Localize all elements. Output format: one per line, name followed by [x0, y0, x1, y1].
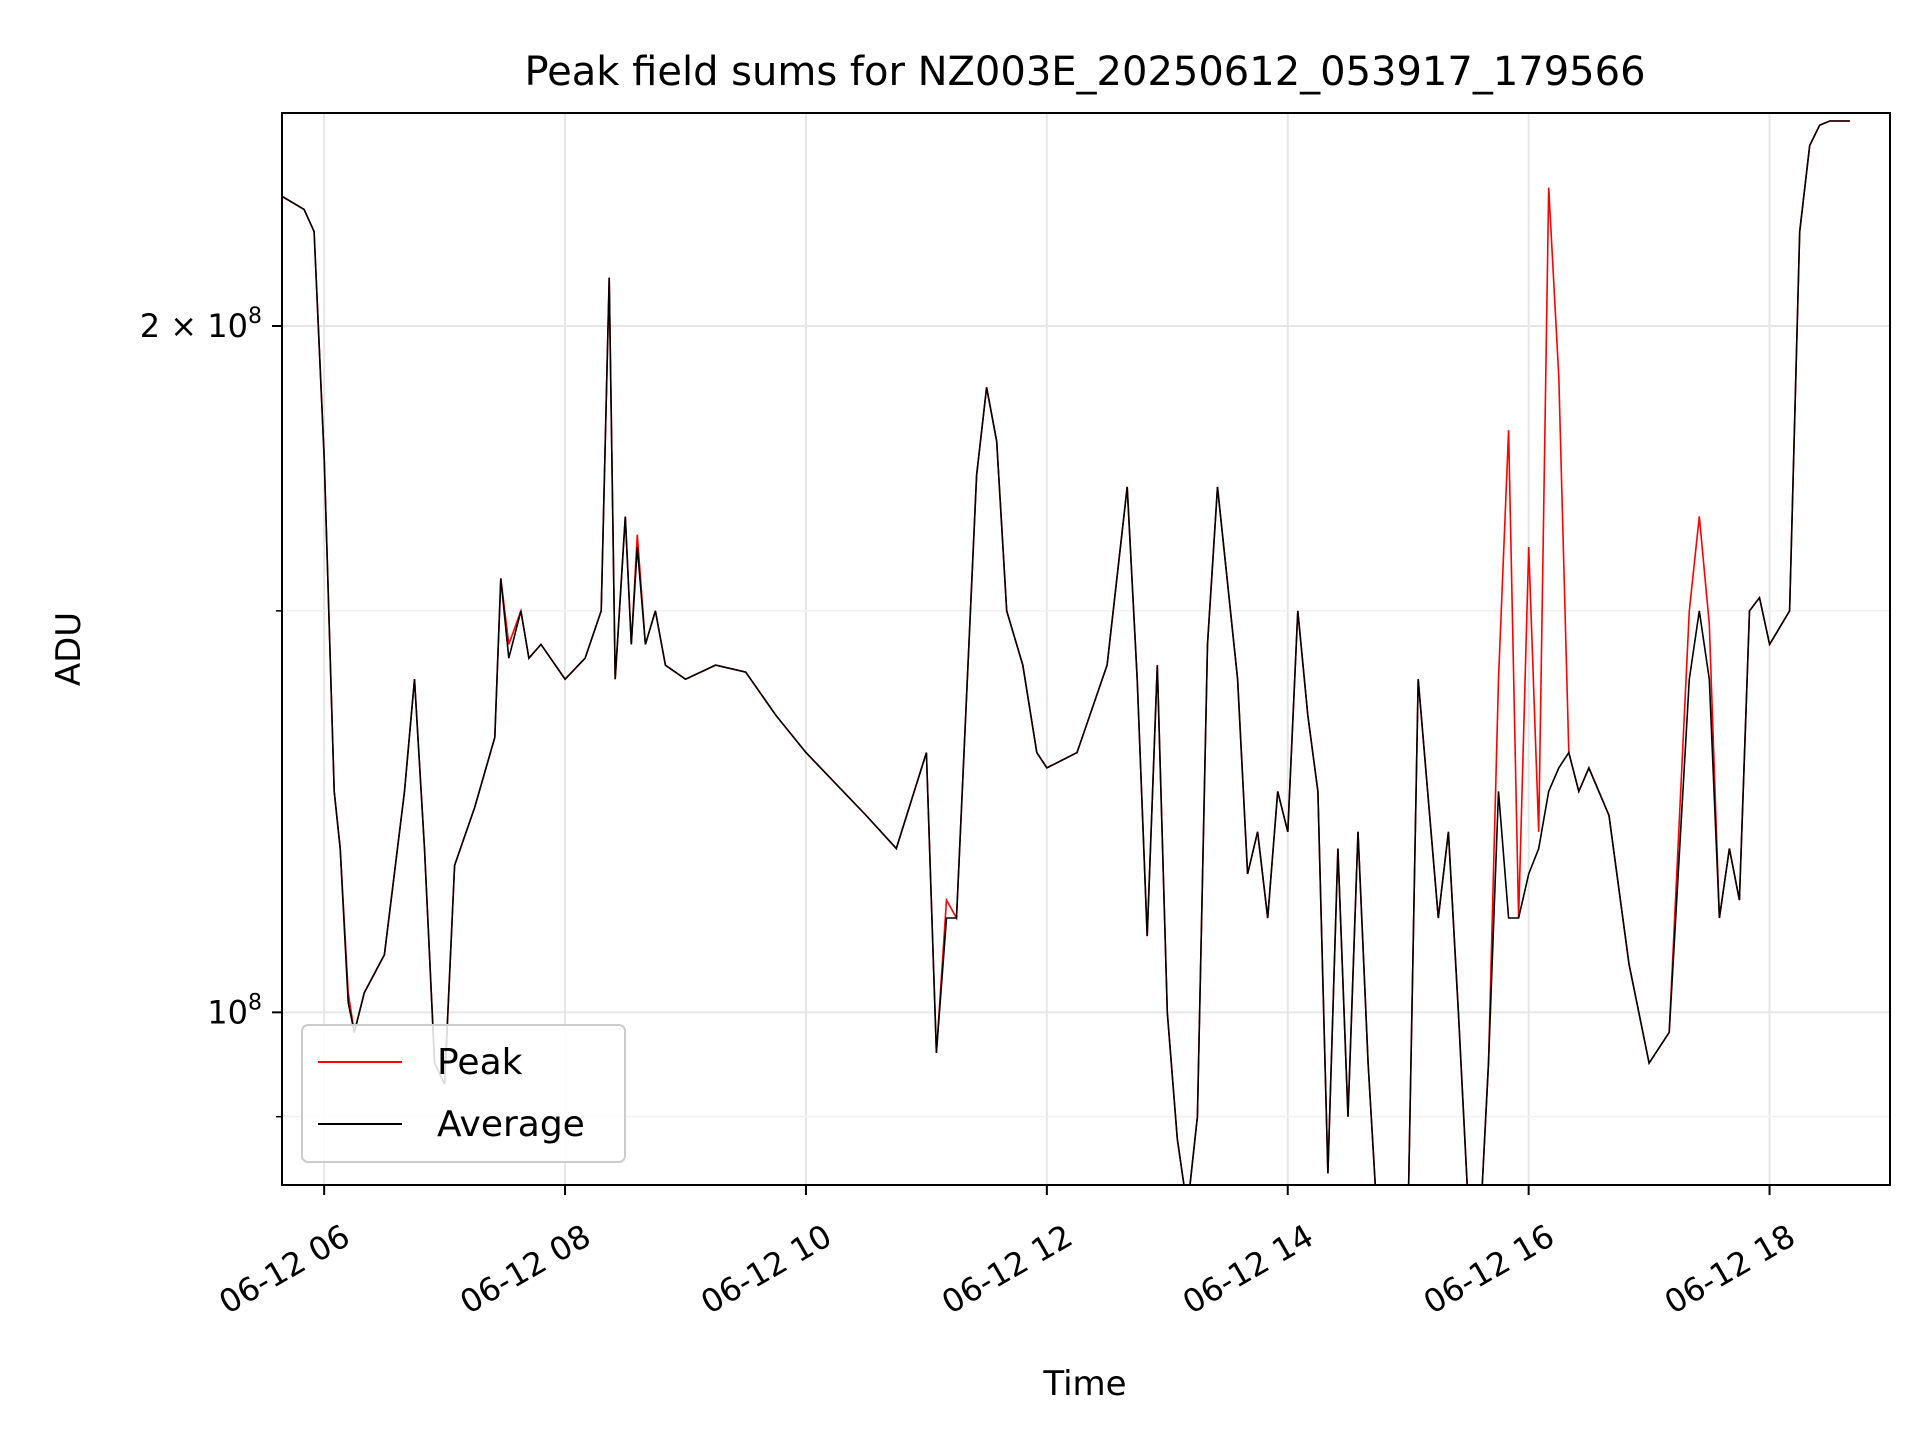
grid: [282, 113, 1890, 1185]
plot-lines: [282, 120, 1850, 1185]
legend-box: [301, 1024, 626, 1163]
legend-average-label: Average: [437, 1104, 585, 1145]
legend: Peak Average: [301, 1024, 626, 1163]
legend-peak-label: Peak: [437, 1042, 523, 1083]
chart-title: Peak field sums for NZ003E_20250612_0539…: [524, 49, 1645, 95]
y-axis: 108 2 × 108: [140, 304, 282, 1118]
series-line-average: [282, 120, 1850, 1185]
plot-frame: [281, 112, 1891, 1186]
x-axis-title: Time: [1042, 1364, 1126, 1404]
y-tick-label: 2 × 108: [140, 304, 262, 345]
y-axis-title: ADU: [49, 612, 89, 686]
y-tick-label: 108: [207, 990, 262, 1031]
